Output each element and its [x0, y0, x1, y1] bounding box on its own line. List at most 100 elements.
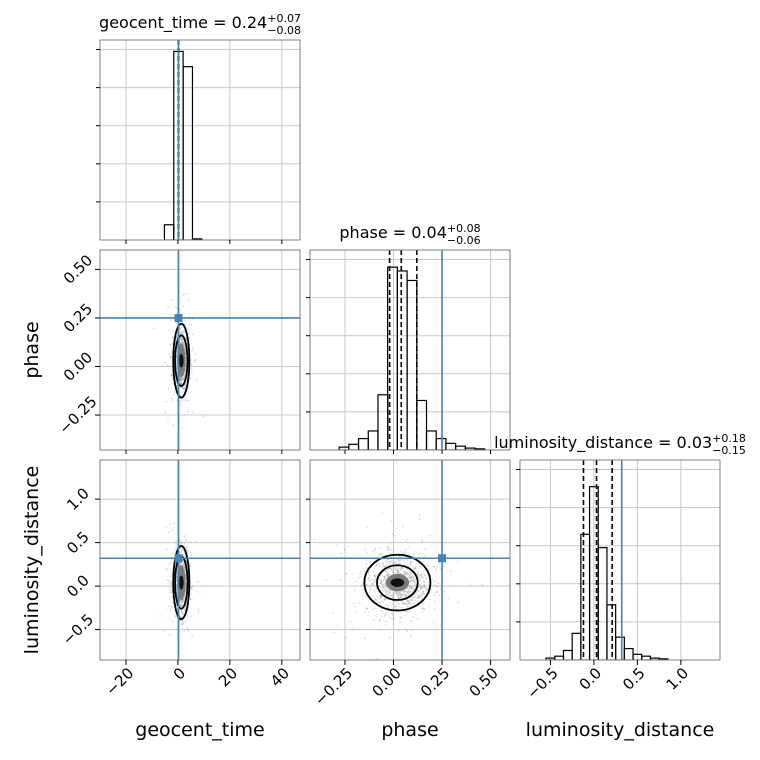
- scatter-point: [373, 575, 376, 578]
- scatter-point: [388, 595, 390, 597]
- histogram-bar: [615, 636, 625, 660]
- injection-marker: [438, 554, 447, 563]
- scatter-point: [373, 579, 376, 582]
- scatter-point: [175, 363, 178, 366]
- scatter-point: [183, 543, 186, 545]
- scatter-point: [175, 627, 178, 630]
- scatter-point: [179, 311, 182, 314]
- scatter-point: [404, 590, 407, 593]
- scatter-point: [185, 363, 187, 366]
- scatter-point: [404, 549, 407, 552]
- scatter-panel-geocent_time-phase: [100, 250, 300, 450]
- scatter-point: [183, 565, 186, 568]
- scatter-point: [420, 595, 423, 598]
- scatter-point: [392, 607, 395, 610]
- scatter-point: [385, 593, 388, 596]
- y-tick-label: 1.0: [63, 484, 93, 514]
- scatter-point: [391, 597, 394, 599]
- scatter-point: [417, 590, 419, 592]
- scatter-point: [410, 586, 413, 589]
- scatter-point: [171, 596, 174, 598]
- scatter-point: [362, 589, 365, 592]
- scatter-point: [409, 562, 412, 565]
- scatter-point: [399, 615, 401, 618]
- scatter-point: [171, 529, 174, 531]
- scatter-point: [406, 564, 408, 567]
- scatter-point: [413, 551, 415, 553]
- scatter-point: [382, 575, 385, 578]
- scatter-point: [184, 568, 186, 571]
- title-equals: =: [208, 13, 232, 32]
- scatter-point: [424, 548, 427, 551]
- scatter-point: [179, 332, 182, 335]
- scatter-point: [181, 613, 184, 616]
- scatter-point: [411, 587, 413, 589]
- scatter-point: [411, 590, 414, 593]
- scatter-point: [189, 540, 192, 543]
- scatter-point: [414, 580, 417, 583]
- scatter-point: [400, 593, 403, 596]
- scatter-point: [192, 318, 195, 321]
- scatter-point: [388, 591, 391, 594]
- scatter-point: [373, 619, 375, 621]
- scatter-point: [411, 602, 414, 605]
- title-median: 0.24: [232, 13, 268, 32]
- scatter-point: [406, 587, 409, 590]
- scatter-point: [384, 603, 387, 606]
- scatter-point: [393, 560, 396, 563]
- scatter-point: [179, 379, 182, 381]
- scatter-point: [397, 560, 400, 563]
- y-tick-label: −0.5: [59, 610, 97, 648]
- x-tick-label: 0.5: [619, 664, 649, 694]
- scatter-point: [391, 612, 393, 614]
- scatter-point: [418, 553, 421, 556]
- scatter-point: [398, 590, 401, 593]
- scatter-point: [182, 600, 185, 603]
- scatter-point: [373, 574, 376, 576]
- scatter-point: [379, 595, 382, 598]
- scatter-point: [438, 594, 441, 597]
- scatter-point: [395, 591, 398, 594]
- scatter-point: [180, 605, 183, 607]
- scatter-point: [181, 647, 184, 649]
- scatter-point: [179, 615, 181, 617]
- scatter-point: [378, 620, 381, 623]
- scatter-point: [184, 383, 187, 386]
- scatter-point: [181, 548, 184, 551]
- histogram-bar: [606, 604, 617, 660]
- scatter-point: [410, 620, 413, 623]
- scatter-point: [388, 601, 391, 604]
- scatter-point: [179, 378, 181, 381]
- scatter-point: [359, 572, 362, 575]
- scatter-point: [184, 569, 187, 572]
- histogram-bar: [623, 647, 634, 660]
- scatter-point: [167, 387, 170, 390]
- scatter-point: [413, 567, 416, 570]
- scatter-point: [411, 580, 413, 582]
- histogram-bar: [455, 445, 466, 450]
- scatter-point: [397, 597, 400, 600]
- scatter-point: [419, 578, 422, 581]
- scatter-point: [388, 560, 390, 563]
- scatter-point: [163, 630, 166, 633]
- scatter-point: [384, 586, 387, 589]
- scatter-point: [411, 629, 414, 631]
- scatter-point: [396, 595, 399, 598]
- scatter-point: [184, 370, 186, 373]
- scatter-point: [422, 590, 425, 593]
- scatter-point: [409, 591, 412, 594]
- scatter-point: [400, 550, 403, 553]
- x-axis-label-geocent_time: geocent_time: [135, 719, 264, 741]
- scatter-point: [182, 564, 185, 567]
- scatter-point: [376, 598, 379, 601]
- scatter-point: [397, 594, 399, 596]
- scatter-point: [174, 614, 177, 617]
- scatter-frame-geocent_time-phase: [99, 249, 301, 451]
- scatter-point: [417, 596, 420, 598]
- histogram-bar: [641, 655, 652, 660]
- scatter-point: [403, 603, 405, 606]
- scatter-point: [396, 569, 399, 572]
- scatter-point: [443, 565, 445, 567]
- scatter-point: [199, 591, 201, 594]
- scatter-point: [399, 596, 402, 599]
